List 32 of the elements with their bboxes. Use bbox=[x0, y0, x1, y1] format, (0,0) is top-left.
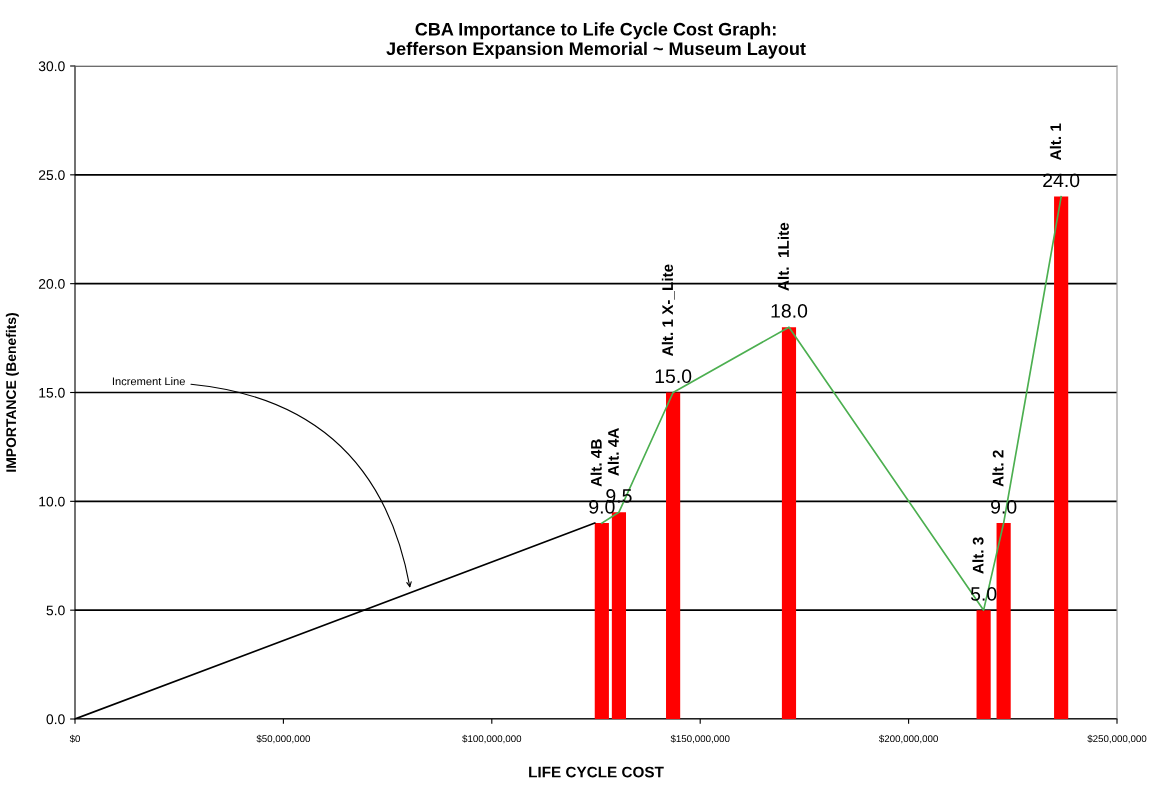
x-tick-label: $250,000,000 bbox=[1087, 734, 1147, 744]
y-tick-label: 25.0 bbox=[38, 170, 65, 180]
x-tick-label: $100,000,000 bbox=[462, 734, 522, 744]
x-tick-label: $0 bbox=[69, 734, 81, 743]
chart-title: CBA Importance to Life Cycle Cost Graph: Jefferson Expansion Memorial ~ Museum Layout bbox=[386, 22, 806, 59]
y-tick-label: 20.0 bbox=[38, 279, 65, 289]
x-tick-label: $150,000,000 bbox=[670, 734, 730, 744]
bar bbox=[976, 610, 991, 719]
annotation: Increment Line bbox=[112, 377, 185, 386]
x-tick-label: $200,000,000 bbox=[878, 734, 938, 744]
bar bbox=[666, 392, 681, 719]
bar bbox=[781, 327, 797, 719]
bar bbox=[594, 523, 609, 719]
annotation: Alt. 4A bbox=[607, 428, 619, 476]
annotation: Alt. 4B bbox=[590, 439, 602, 487]
data-label: 18.0 bbox=[771, 304, 808, 318]
data-label: 15.0 bbox=[655, 369, 692, 384]
y-tick-label: 0.0 bbox=[46, 714, 65, 725]
bar bbox=[996, 523, 1011, 719]
x-axis-title: LIFE CYCLE COST bbox=[529, 766, 664, 778]
bar bbox=[611, 512, 627, 719]
annotation: Alt. 1 bbox=[1049, 123, 1062, 161]
y-axis-title: IMPORTANCE (Benefits) bbox=[5, 313, 19, 472]
y-tick-label: 30.0 bbox=[38, 61, 65, 72]
annotation: Alt. 1 X-_Lite bbox=[661, 264, 675, 357]
y-tick-label: 15.0 bbox=[39, 387, 65, 398]
y-tick-label: 10.0 bbox=[39, 496, 65, 507]
annotation: Alt. 2 bbox=[992, 450, 1004, 487]
annotation: Alt. 3 bbox=[972, 537, 984, 574]
x-tick-label: $50,000,000 bbox=[256, 734, 311, 744]
y-tick-label: 5.0 bbox=[46, 605, 65, 616]
bar bbox=[1054, 196, 1069, 719]
